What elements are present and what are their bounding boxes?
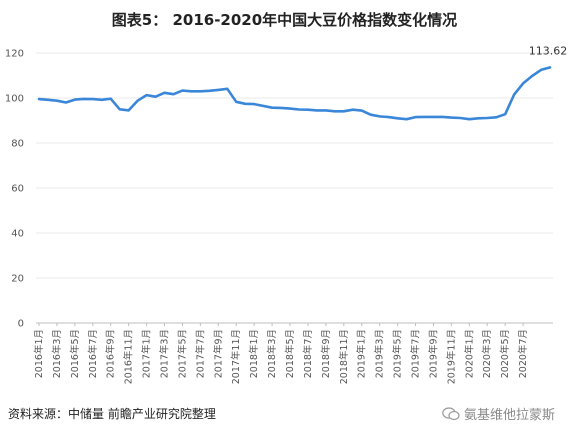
x-tick-label: 2017年7月	[194, 329, 206, 378]
y-tick-label: 60	[11, 184, 24, 195]
chart-title: 图表5： 2016-2020年中国大豆价格指数变化情况	[111, 11, 458, 29]
grid-lines	[36, 52, 553, 324]
x-tick-label: 2018年5月	[284, 329, 296, 378]
x-tick-label: 2019年9月	[427, 329, 439, 378]
x-tick-label: 2016年7月	[87, 329, 99, 378]
x-tick-label: 2018年9月	[320, 329, 332, 378]
y-tick-label: 40	[11, 229, 24, 240]
x-tick-label: 2016年1月	[33, 329, 45, 378]
x-tick-label: 2019年1月	[356, 329, 368, 378]
series-line	[37, 66, 552, 121]
x-tick-label: 2018年1月	[248, 329, 260, 378]
x-tick-label: 2016年9月	[105, 329, 117, 378]
series-layer	[37, 66, 552, 121]
y-axis-ticks: 0 20 40 60 80 100 120	[5, 49, 24, 330]
y-tick-label: 120	[5, 49, 24, 60]
x-tick-label: 2018年7月	[302, 329, 314, 378]
y-tick-label: 80	[11, 139, 24, 150]
watermark-text: 氨基维他拉蒙斯	[463, 408, 555, 423]
x-tick-label: 2017年11月	[230, 329, 242, 384]
watermark: 氨基维他拉蒙斯	[442, 404, 555, 423]
x-tick-label: 2018年3月	[266, 329, 278, 378]
x-tick-label: 2020年5月	[499, 329, 511, 378]
y-tick-label: 0	[18, 319, 24, 330]
x-tick-label: 2016年11月	[123, 329, 135, 384]
y-tick-label: 100	[5, 94, 24, 105]
data-labels: 113.62	[529, 44, 568, 57]
x-tick-label: 2020年7月	[517, 329, 529, 378]
last-value-label: 113.62	[529, 44, 568, 57]
x-tick-label: 2017年1月	[141, 329, 153, 378]
x-tick-label: 2020年1月	[463, 329, 475, 378]
x-tick-label: 2019年11月	[445, 329, 457, 384]
y-tick-label: 20	[11, 274, 24, 285]
x-tick-label: 2016年5月	[69, 329, 81, 378]
x-tick-label: 2019年5月	[392, 329, 404, 378]
x-tick-label: 2016年3月	[51, 329, 63, 378]
x-tick-label: 2017年5月	[176, 329, 188, 378]
x-tick-label: 2017年3月	[159, 329, 171, 378]
source-note: 资料来源：中储量 前瞻产业研究院整理	[8, 407, 216, 421]
x-tick-label: 2019年3月	[374, 329, 386, 378]
x-axis-ticks: 2016年1月 2016年3月 2016年5月 2016年7月 2016年9月 2016年…	[33, 323, 529, 384]
x-tick-label: 2018年11月	[338, 329, 350, 384]
wechat-icon	[442, 406, 460, 420]
x-tick-label: 2017年9月	[212, 329, 224, 378]
x-tick-label: 2019年7月	[410, 329, 422, 378]
x-tick-label: 2020年3月	[481, 329, 493, 378]
